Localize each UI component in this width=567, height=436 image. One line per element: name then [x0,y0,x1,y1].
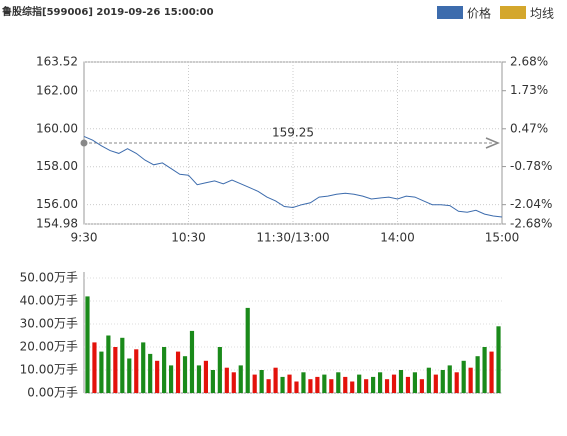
x-tick-label: 14:00 [380,231,415,245]
y-tick-label: 163.52 [36,55,78,69]
volume-bar [259,370,264,393]
volume-bar [350,381,355,393]
y-tick-label: 160.00 [36,121,78,135]
y-tick-label: 40.00万手 [20,294,78,308]
volume-bar [496,326,501,393]
volume-bar [120,337,125,393]
volume-bar [127,358,132,393]
volume-bar [273,367,278,393]
volume-bar [92,342,97,393]
volume-bar [440,370,445,393]
x-tick-label: 11:30/13:00 [256,231,329,245]
volume-bar [461,360,466,393]
y-tick-label: 158.00 [36,159,78,173]
volume-bar [252,374,257,393]
volume-bar [475,356,480,393]
y-tick-label: 0.00万手 [27,386,78,400]
volume-bar [162,347,167,393]
volume-bar [405,376,411,393]
reference-arrow [485,137,500,149]
volume-bar [134,349,139,393]
volume-bar [106,335,111,393]
chart-title: 鲁股综指[599006] 2019-09-26 15:00:00 [1,5,214,18]
volume-bar [315,376,320,393]
volume-bar [336,372,341,393]
volume-bar [308,379,313,393]
legend-label: 均线 [530,7,554,21]
volume-bar [482,347,487,393]
y-tick-label: 156.00 [36,197,78,211]
volume-bar [168,365,174,393]
x-tick-label: 9:30 [71,231,98,245]
volume-bar [398,370,404,393]
volume-bar [433,374,438,393]
legend-swatch [437,6,463,19]
volume-bar [99,351,104,393]
volume-bar [182,356,188,393]
y2-tick-label: -2.68% [510,217,552,231]
x-tick-label: 10:30 [171,231,206,245]
volume-bar [412,372,418,393]
volume-bar [203,360,209,393]
volume-bar [210,370,215,393]
volume-bar [224,367,229,393]
volume-bar [287,374,292,393]
volume-bar [468,367,473,393]
volume-bar [280,376,285,393]
volume-bar [377,372,383,393]
volume-bar [189,330,195,393]
y2-tick-label: -0.78% [510,159,552,173]
y-tick-label: 154.98 [36,217,78,231]
start-dot [80,139,88,147]
volume-bar [357,374,362,393]
volume-bar [113,347,118,393]
volume-bar [196,365,202,393]
y-tick-label: 20.00万手 [20,340,78,354]
y2-tick-label: 0.47% [510,121,548,135]
volume-bar [85,296,90,393]
volume-bar [447,365,452,393]
volume-bar [238,365,243,393]
volume-bar [245,307,250,393]
volume-bar [454,372,459,393]
volume-bar [364,379,369,393]
legend-label: 价格 [467,6,491,21]
volume-bar [175,351,181,393]
volume-bar [322,374,327,393]
y2-tick-label: 1.73% [510,83,548,97]
volume-bar [231,372,236,393]
volume-bar [329,379,334,393]
volume-bar [426,367,431,393]
volume-bar [489,351,494,393]
volume-bar [141,342,146,393]
volume-bar [155,360,160,393]
y-tick-label: 10.00万手 [20,363,78,377]
volume-bar [384,379,390,393]
volume-bar [371,376,376,393]
y-tick-label: 30.00万手 [20,317,78,331]
volume-bar [148,353,153,393]
volume-bar [343,376,348,393]
y-tick-label: 50.00万手 [20,271,78,285]
x-tick-label: 15:00 [485,231,520,245]
volume-bar [419,379,424,393]
volume-bar [391,374,397,393]
volume-bar [301,372,306,393]
price-line [83,135,503,218]
y2-tick-label: 2.68% [510,55,548,69]
reference-label: 159.25 [272,126,314,140]
volume-bar [266,379,271,393]
y-tick-label: 162.00 [36,83,78,97]
volume-bar [294,381,299,393]
volume-bar [217,347,222,393]
y2-tick-label: -2.04% [510,197,552,211]
legend-swatch [500,6,526,19]
